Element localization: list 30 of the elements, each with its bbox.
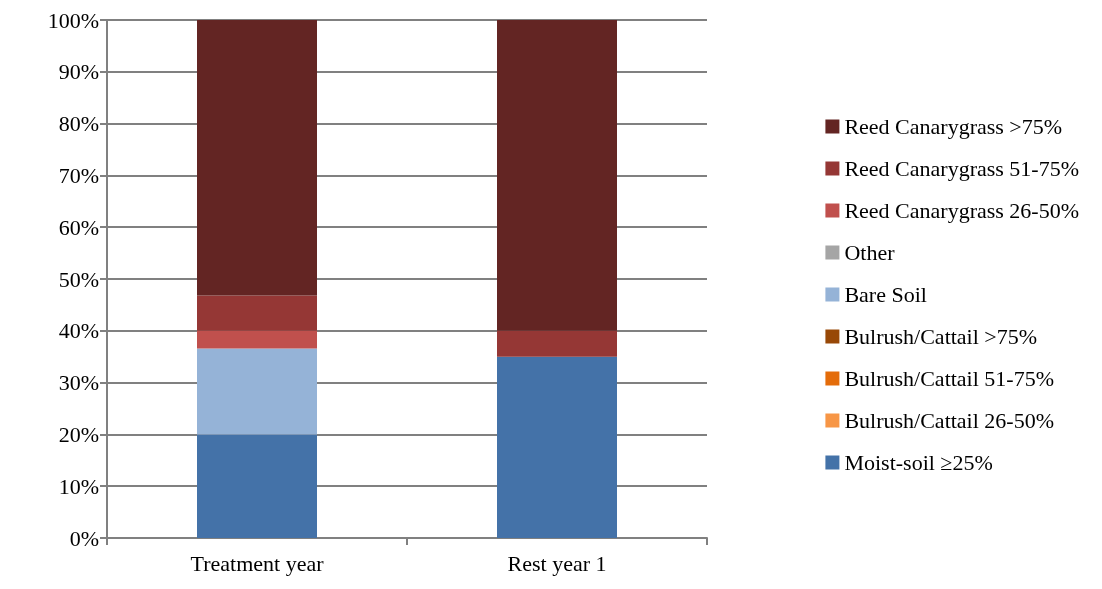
y-tick-label: 30% bbox=[58, 370, 99, 396]
bar bbox=[197, 295, 317, 331]
legend-label: Bare Soil bbox=[844, 282, 927, 307]
bar bbox=[497, 20, 617, 331]
legend-label: Bulrush/Cattail 51-75% bbox=[844, 366, 1054, 391]
y-tick-label: 0% bbox=[69, 525, 99, 551]
y-tick-label: 70% bbox=[58, 162, 99, 188]
legend-label: Reed Canarygrass 26-50% bbox=[844, 198, 1080, 223]
y-tick-label: 90% bbox=[58, 59, 99, 85]
y-tick-label: 10% bbox=[58, 473, 99, 499]
x-tick-label: Treatment year bbox=[190, 550, 325, 576]
legend-label: Bulrush/Cattail >75% bbox=[844, 324, 1038, 349]
legend-label: Reed Canarygrass 51-75% bbox=[844, 156, 1080, 181]
legend-label: Moist-soil ≥25% bbox=[844, 450, 993, 475]
bar bbox=[497, 330, 617, 357]
legend-label: Other bbox=[844, 240, 896, 265]
legend-label: Bulrush/Cattail 26-50% bbox=[844, 408, 1054, 433]
y-tick-label: 50% bbox=[58, 266, 99, 292]
x-tick-label: Rest year 1 bbox=[507, 550, 607, 576]
bar bbox=[197, 348, 317, 435]
y-tick-label: 100% bbox=[47, 7, 99, 33]
y-tick-label: 40% bbox=[58, 318, 99, 344]
y-tick-label: 20% bbox=[58, 421, 99, 447]
bar bbox=[197, 330, 317, 349]
bar bbox=[497, 356, 617, 538]
bar bbox=[197, 20, 317, 296]
y-tick-label: 60% bbox=[58, 214, 99, 240]
bar bbox=[197, 434, 317, 538]
legend-label: Reed Canarygrass >75% bbox=[844, 114, 1063, 139]
y-tick-label: 80% bbox=[58, 111, 99, 137]
